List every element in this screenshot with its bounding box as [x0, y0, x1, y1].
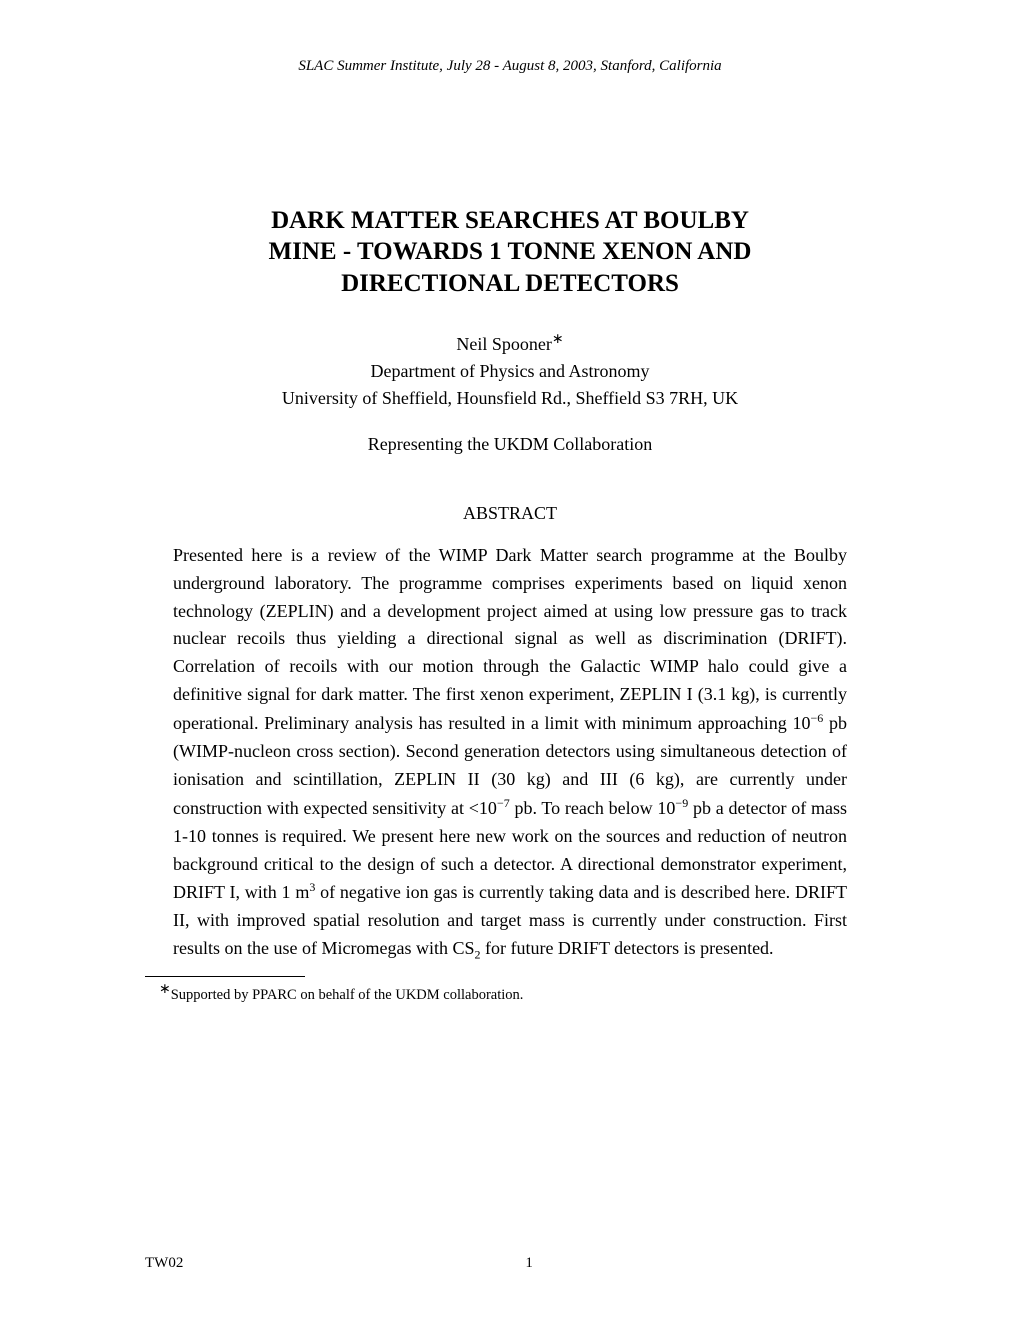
conference-header: SLAC Summer Institute, July 28 - August … — [145, 58, 875, 75]
page-number: 1 — [145, 1255, 875, 1272]
page-footer: TW02 1 — [145, 1255, 875, 1272]
footer-code: TW02 — [145, 1255, 183, 1272]
paper-page: SLAC Summer Institute, July 28 - August … — [0, 0, 1020, 1320]
exponent-1: −6 — [810, 711, 823, 725]
exponent-3: −9 — [675, 796, 688, 810]
abstract-text-6: for future DRIFT detectors is presented. — [480, 938, 773, 958]
footnote: ∗Supported by PPARC on behalf of the UKD… — [145, 981, 875, 1004]
affiliation-line-2: University of Sheffield, Hounsfield Rd.,… — [282, 388, 738, 408]
footnote-text: Supported by PPARC on behalf of the UKDM… — [171, 987, 524, 1003]
title-line-2: MINE - TOWARDS 1 TONNE XENON AND — [269, 238, 752, 265]
abstract-body: Presented here is a review of the WIMP D… — [173, 542, 847, 965]
title-line-1: DARK MATTER SEARCHES AT BOULBY — [271, 207, 749, 234]
representing-line: Representing the UKDM Collaboration — [145, 434, 875, 455]
author-name: Neil Spooner — [456, 334, 551, 354]
footnote-marker: ∗ — [159, 982, 171, 997]
author-block: Neil Spooner∗ Department of Physics and … — [145, 329, 875, 412]
abstract-text-3: pb. To reach below 10 — [510, 798, 676, 818]
affiliation-line-1: Department of Physics and Astronomy — [371, 361, 650, 381]
title-line-3: DIRECTIONAL DETECTORS — [341, 270, 679, 297]
paper-title: DARK MATTER SEARCHES AT BOULBY MINE - TO… — [145, 205, 875, 299]
exponent-2: −7 — [497, 796, 510, 810]
footnote-rule — [145, 976, 305, 977]
author-footnote-marker: ∗ — [552, 332, 564, 347]
abstract-heading: ABSTRACT — [145, 503, 875, 524]
abstract-text-1: Presented here is a review of the WIMP D… — [173, 545, 847, 733]
